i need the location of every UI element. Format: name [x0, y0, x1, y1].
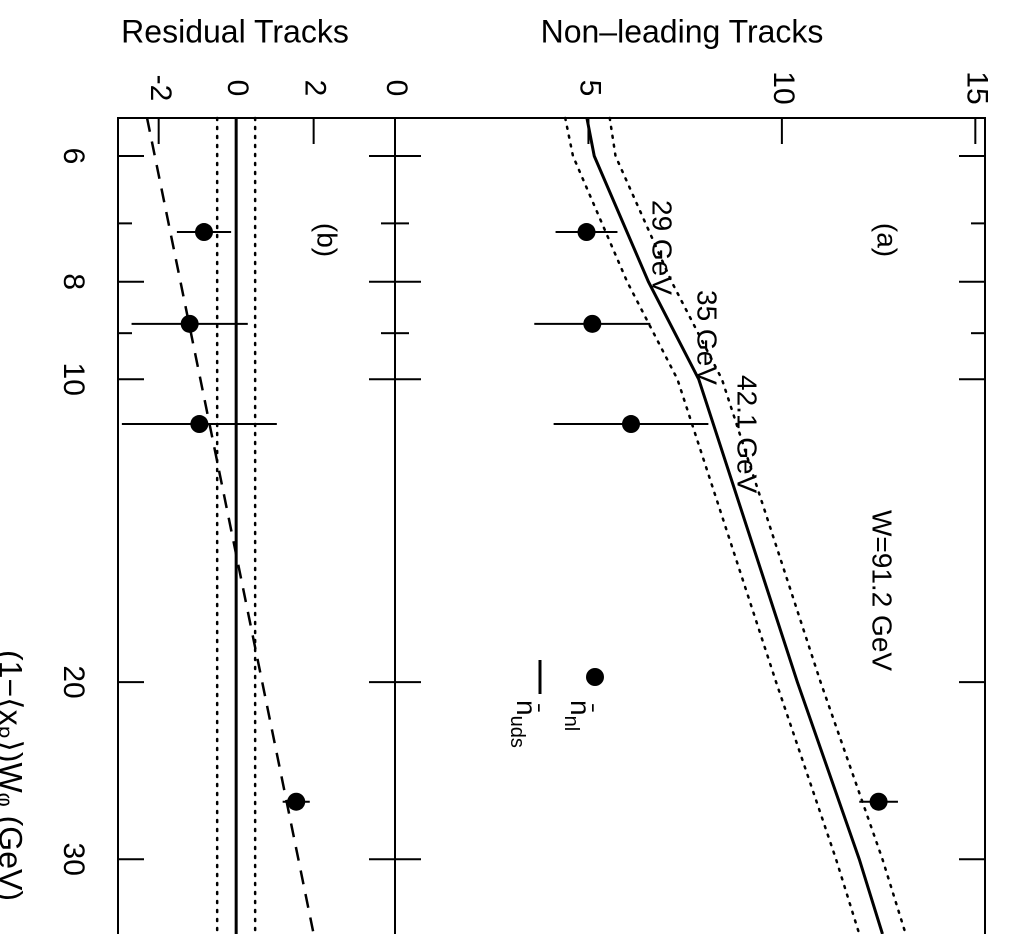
legend-label-base: n̄	[565, 700, 596, 716]
annotation: 35 GeV	[692, 290, 723, 385]
x-tick-label: 6	[57, 148, 90, 165]
curve-dashed	[145, 117, 315, 934]
data-point	[622, 415, 640, 434]
legend-label-sub: nl	[560, 716, 582, 732]
y-tick-label: 15	[960, 71, 993, 104]
y-tick-label: 0	[380, 80, 413, 97]
legend-label-sub: uds	[506, 716, 528, 748]
frame	[117, 117, 986, 934]
data-point	[190, 415, 209, 434]
x-axis-label: (1−⟨xₚ⟩)Wᵩ (GeV)	[0, 650, 29, 901]
annotation: 29 GeV	[647, 200, 678, 295]
data-point	[583, 314, 602, 333]
data-point	[180, 314, 199, 333]
y-tick-label: 2	[299, 80, 332, 97]
y-tick-label: 5	[574, 80, 607, 97]
legend-label-base: n̄	[511, 700, 542, 716]
legend-label: n̄uds	[506, 700, 542, 748]
annotation: (b)	[312, 223, 343, 257]
data-point	[869, 792, 888, 811]
annotation: W=91.2 GeV	[867, 510, 898, 671]
data-point	[195, 223, 214, 242]
x-tick-label: 8	[57, 273, 90, 290]
x-tick-label: 30	[57, 843, 90, 876]
curve-solid	[585, 117, 884, 934]
annotation: 42.1 GeV	[732, 375, 763, 494]
data-point	[287, 792, 306, 811]
legend-marker	[586, 668, 604, 686]
y-tick-label: -2	[144, 75, 177, 102]
curve-dotted	[608, 116, 907, 934]
x-tick-label: 10	[57, 363, 90, 396]
x-tick-label: 20	[57, 665, 90, 698]
panel-b-title: Residual Tracks	[121, 13, 349, 49]
annotation: (a)	[872, 223, 903, 257]
y-tick-label: 0	[221, 80, 254, 97]
curve-dotted	[563, 116, 861, 934]
y-tick-label: 10	[767, 71, 800, 104]
legend-label: n̄nl	[560, 700, 596, 731]
data-point	[577, 223, 596, 242]
panel-a-title: Non–leading Tracks	[541, 13, 824, 49]
